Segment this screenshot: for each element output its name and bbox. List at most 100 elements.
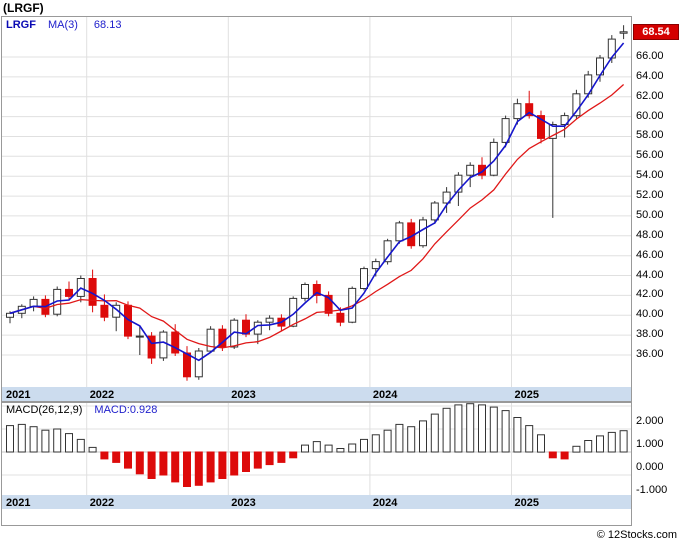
- candle-up: [619, 31, 628, 34]
- year-label: 2023: [231, 497, 255, 509]
- macd-bar: [489, 406, 498, 453]
- candle-up: [360, 268, 368, 290]
- macd-bar: [336, 448, 345, 453]
- macd-bar: [537, 434, 545, 453]
- year-label: 2025: [515, 389, 539, 401]
- macd-bar: [466, 403, 475, 453]
- ticker-title: (LRGF): [3, 1, 44, 15]
- macd-bar: [112, 451, 121, 463]
- candle-up: [560, 115, 569, 125]
- macd-bar: [289, 451, 298, 459]
- candle-up: [454, 174, 463, 193]
- macd-bar: [147, 451, 156, 479]
- year-strip: [2, 387, 631, 401]
- legend-ma-value: 68.13: [93, 19, 122, 31]
- year-label: 2024: [373, 389, 398, 401]
- candle-down: [65, 288, 73, 297]
- price-axis-label: 60.00: [636, 110, 664, 122]
- price-chart-canvas: 2021 2022 2023 2024 2025: [2, 17, 631, 401]
- year-label: 2021: [6, 389, 30, 401]
- macd-bar: [501, 410, 510, 453]
- legend-ticker: LRGF: [6, 19, 36, 31]
- year-label: 2023: [231, 389, 255, 401]
- macd-bar: [183, 451, 191, 487]
- candle-up: [501, 118, 510, 143]
- candle-up: [29, 298, 38, 307]
- macd-bar: [41, 429, 50, 453]
- candle-up: [371, 261, 380, 270]
- price-axis-label: 40.00: [636, 308, 664, 320]
- macd-bar: [478, 404, 486, 453]
- candle-up: [442, 191, 451, 204]
- macd-bar: [76, 438, 85, 453]
- candle-up: [159, 331, 168, 359]
- candle-down: [537, 115, 545, 139]
- macd-bar: [6, 425, 14, 453]
- macd-bar: [607, 431, 616, 453]
- macd-bar: [17, 423, 26, 453]
- price-axis-label: 64.00: [636, 70, 664, 82]
- macd-bar: [265, 451, 274, 466]
- year-label: 2025: [515, 497, 539, 509]
- candle-up: [6, 312, 14, 318]
- price-axis-label: 62.00: [636, 90, 664, 102]
- candle-up: [383, 240, 392, 263]
- price-axis-label: 42.00: [636, 288, 664, 300]
- candle-up: [194, 350, 203, 378]
- macd-bar: [525, 425, 534, 453]
- price-axis-label: 50.00: [636, 209, 664, 221]
- price-axis-label: 56.00: [636, 149, 664, 161]
- price-chart-legend: LRGF MA(3) 68.13: [6, 19, 121, 31]
- macd-bar: [619, 430, 628, 453]
- macd-bar: [88, 446, 97, 453]
- macd-bar: [395, 423, 404, 453]
- macd-bar: [29, 426, 38, 453]
- macd-bar: [360, 438, 368, 453]
- macd-legend: MACD(26,12,9) MACD:0.928: [6, 404, 157, 416]
- ma-red-line: [9, 84, 625, 349]
- macd-bar: [312, 441, 321, 453]
- macd-bar: [596, 435, 604, 453]
- candle-up: [289, 297, 298, 327]
- candle-up: [572, 93, 581, 117]
- price-axis-label: 36.00: [636, 348, 664, 360]
- price-axis-label: 54.00: [636, 169, 664, 181]
- candle-up: [513, 103, 522, 120]
- candle-up: [419, 219, 427, 247]
- macd-bar: [206, 451, 215, 483]
- candle-up: [466, 164, 475, 176]
- year-strip: [2, 495, 631, 509]
- macd-bar: [65, 433, 73, 453]
- price-axis-label: 58.00: [636, 129, 664, 141]
- price-axis-label: 52.00: [636, 189, 664, 201]
- price-axis-label: 38.00: [636, 328, 664, 340]
- macd-axis-label: 2.000: [636, 415, 664, 427]
- candle-down: [478, 164, 486, 176]
- candle-down: [336, 312, 345, 323]
- candle-up: [265, 317, 274, 323]
- candle-up: [301, 284, 309, 299]
- macd-bar: [324, 444, 333, 453]
- macd-bar: [242, 451, 250, 472]
- candle-down: [312, 284, 321, 296]
- candle-down: [218, 328, 227, 348]
- candle-up: [135, 335, 144, 338]
- macd-bar: [584, 440, 593, 453]
- candle-up: [230, 319, 239, 348]
- macd-bar: [171, 451, 180, 483]
- macd-bar: [53, 428, 62, 453]
- macd-axis-label: 1.000: [636, 438, 664, 450]
- macd-bar: [560, 451, 569, 460]
- credit-link[interactable]: © 12Stocks.com: [596, 529, 677, 541]
- candle-down: [324, 294, 333, 314]
- macd-bar: [383, 429, 392, 453]
- macd-bar: [548, 451, 557, 459]
- candle-up: [395, 222, 404, 242]
- macd-bar: [277, 451, 286, 463]
- macd-axis-label: 0.000: [636, 461, 664, 473]
- ma-blue-line: [9, 42, 625, 362]
- macd-bar: [301, 444, 309, 453]
- year-label: 2022: [90, 389, 114, 401]
- year-label: 2024: [373, 497, 398, 509]
